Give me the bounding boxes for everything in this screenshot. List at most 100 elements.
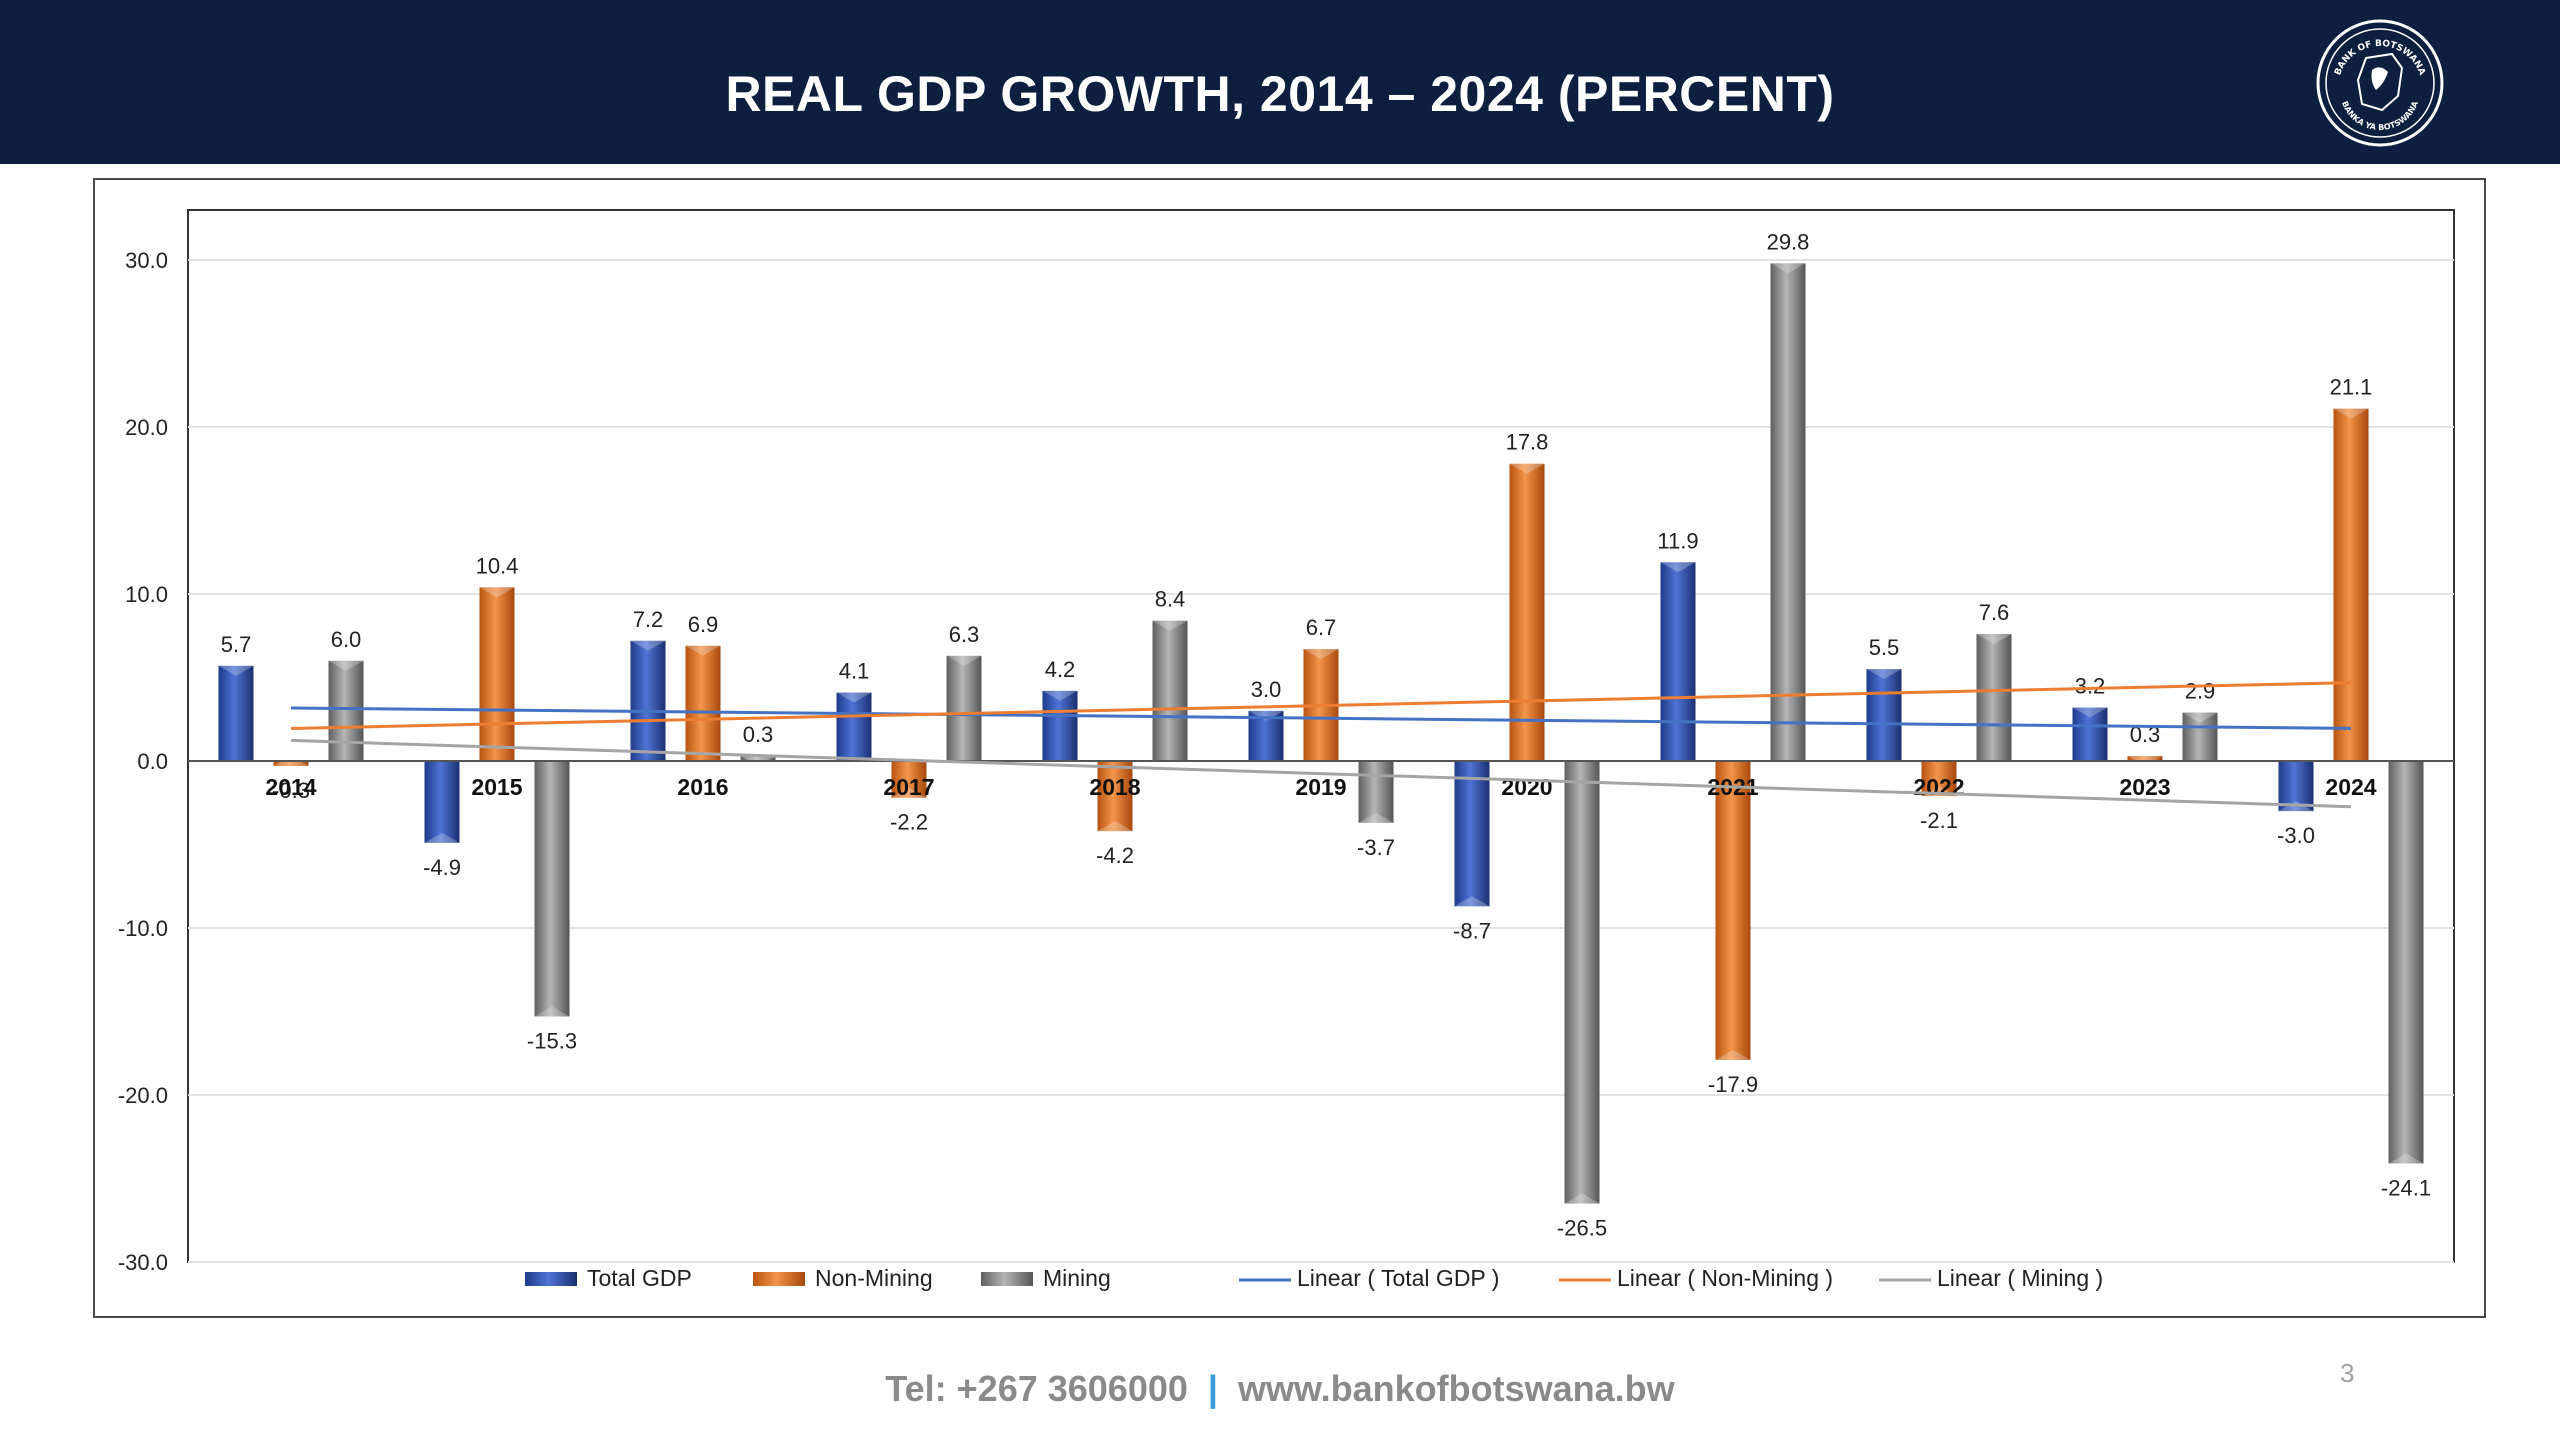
bar-total-gdp-2017 [836,692,872,761]
bar-cap [479,587,515,598]
x-category-label: 2017 [883,774,934,800]
x-category-label: 2022 [1913,774,1964,800]
bar-non-mining-2018 [1097,761,1133,832]
data-label-total-gdp: -3.0 [2277,823,2315,848]
x-category-label: 2023 [2119,774,2170,800]
slide-footer: Tel: +267 3606000 | www.bankofbotswana.bw [0,1368,2560,1410]
bar-cap [946,655,982,666]
bar-mining-2017 [946,655,982,761]
chart-frame: 30.0 20.0 10.0 0.0 -10.0 -20.0 -30.0 5.7 -4.9 7.2… [93,178,2486,1318]
data-label-non-mining: -2.1 [1920,808,1958,833]
legend-label-trend-non-mining: Linear ( Non-Mining ) [1617,1265,1833,1291]
data-label-mining: 2.9 [2185,679,2216,704]
bar-non-mining-2020 [1509,463,1545,761]
bar-mining-2021 [1770,263,1806,761]
footer-separator: | [1207,1368,1218,1409]
trendline-total-gdp [290,706,2352,730]
legend-label-trend-total-gdp: Linear ( Total GDP ) [1297,1265,1499,1291]
bar-mining-2022 [1976,634,2012,761]
bar-mining-2019 [1358,761,1394,823]
bar-cap [2388,1153,2424,1164]
bar-non-mining-2023 [2127,755,2163,761]
data-label-total-gdp: 3.0 [1251,677,1282,702]
data-label-non-mining: 21.1 [2330,375,2373,400]
data-label-mining: 8.4 [1155,587,1186,612]
data-label-non-mining: -17.9 [1708,1072,1758,1097]
bar-cap [218,665,254,676]
footer-website-link[interactable]: www.bankofbotswana.bw [1237,1368,1675,1409]
legend-label-non-mining: Non-Mining [815,1265,933,1291]
y-tick-label: -20.0 [118,1083,168,1108]
bar-cap [2072,707,2108,718]
bar-total-gdp-2015 [424,761,460,843]
bar-non-mining-2014 [273,761,309,767]
y-tick-label: 30.0 [125,248,168,273]
data-label-non-mining: 6.7 [1306,615,1337,640]
bar-mining-2020 [1564,761,1600,1204]
bar-mining-2014 [328,660,364,761]
y-tick-label: 20.0 [125,415,168,440]
bar-cap [1042,690,1078,701]
bar-non-mining-2016 [685,645,721,761]
bar-mining-2024 [2388,761,2424,1164]
bar-cap [1358,812,1394,823]
data-label-mining: 6.0 [331,627,362,652]
data-label-total-gdp: 3.2 [2075,674,2106,699]
page-number: 3 [2340,1358,2355,1388]
bar-non-mining-2021 [1715,761,1751,1060]
bar-mining-2018 [1152,620,1188,761]
bar-cap [1564,1193,1600,1204]
bar-non-mining-2017 [891,761,927,798]
trendline-mining [290,738,2352,809]
data-label-total-gdp: -4.9 [423,855,461,880]
y-tick-label: -30.0 [118,1250,168,1275]
bar-cap [685,645,721,656]
bar-mining-2023 [2182,712,2218,761]
data-label-non-mining: 6.9 [688,612,719,637]
bar-cap [424,832,460,843]
bar-non-mining-2024 [2333,408,2369,761]
x-category-label: 2015 [471,774,522,800]
bar-cap [1152,620,1188,631]
data-label-mining: 6.3 [949,622,980,647]
bar-total-gdp-2024 [2278,761,2314,812]
x-category-label: 2018 [1089,774,1140,800]
data-label-non-mining: -0.3 [272,778,310,803]
data-label-total-gdp: 7.2 [633,607,664,632]
bar-cap [1248,710,1284,721]
bar-cap [1509,463,1545,474]
bar-cap [1976,634,2012,645]
x-category-label: 2014 [265,774,316,800]
legend-label-mining: Mining [1043,1265,1111,1291]
data-label-total-gdp: 4.2 [1045,657,1076,682]
bar-cap [1097,821,1133,832]
data-label-mining: -26.5 [1557,1216,1607,1241]
data-label-non-mining: -4.2 [1096,843,1134,868]
bar-cap [2333,408,2369,419]
bar-cap [328,660,364,671]
y-tick-label: 0.0 [137,749,168,774]
data-label-non-mining: -2.2 [890,810,928,835]
bar-mining-2015 [534,761,570,1017]
legend-swatch-mining [981,1272,1033,1286]
x-category-label: 2019 [1295,774,1346,800]
bar-non-mining-2015 [479,587,515,761]
bar-cap [1303,649,1339,660]
data-label-total-gdp: 5.7 [221,632,252,657]
bar-total-gdp-2023 [2072,707,2108,761]
bar-total-gdp-2020 [1454,761,1490,907]
gdp-growth-chart: 30.0 20.0 10.0 0.0 -10.0 -20.0 -30.0 5.7 -4.9 7.2… [118,209,2455,1291]
bar-mining-2016 [740,755,776,761]
data-label-non-mining: 17.8 [1506,430,1549,455]
legend-swatch-total-gdp [525,1272,577,1286]
data-label-total-gdp: 4.1 [839,659,870,684]
bar-cap [1454,896,1490,907]
data-label-mining: 7.6 [1979,600,2010,625]
bar-cap [1770,263,1806,274]
slide-title: REAL GDP GROWTH, 2014 – 2024 (PERCENT) [725,66,1835,122]
data-label-non-mining: 10.4 [476,553,519,578]
bar-total-gdp-2016 [630,640,666,761]
data-label-mining: -3.7 [1357,835,1395,860]
bar-cap [630,640,666,651]
bar-total-gdp-2021 [1660,562,1696,761]
